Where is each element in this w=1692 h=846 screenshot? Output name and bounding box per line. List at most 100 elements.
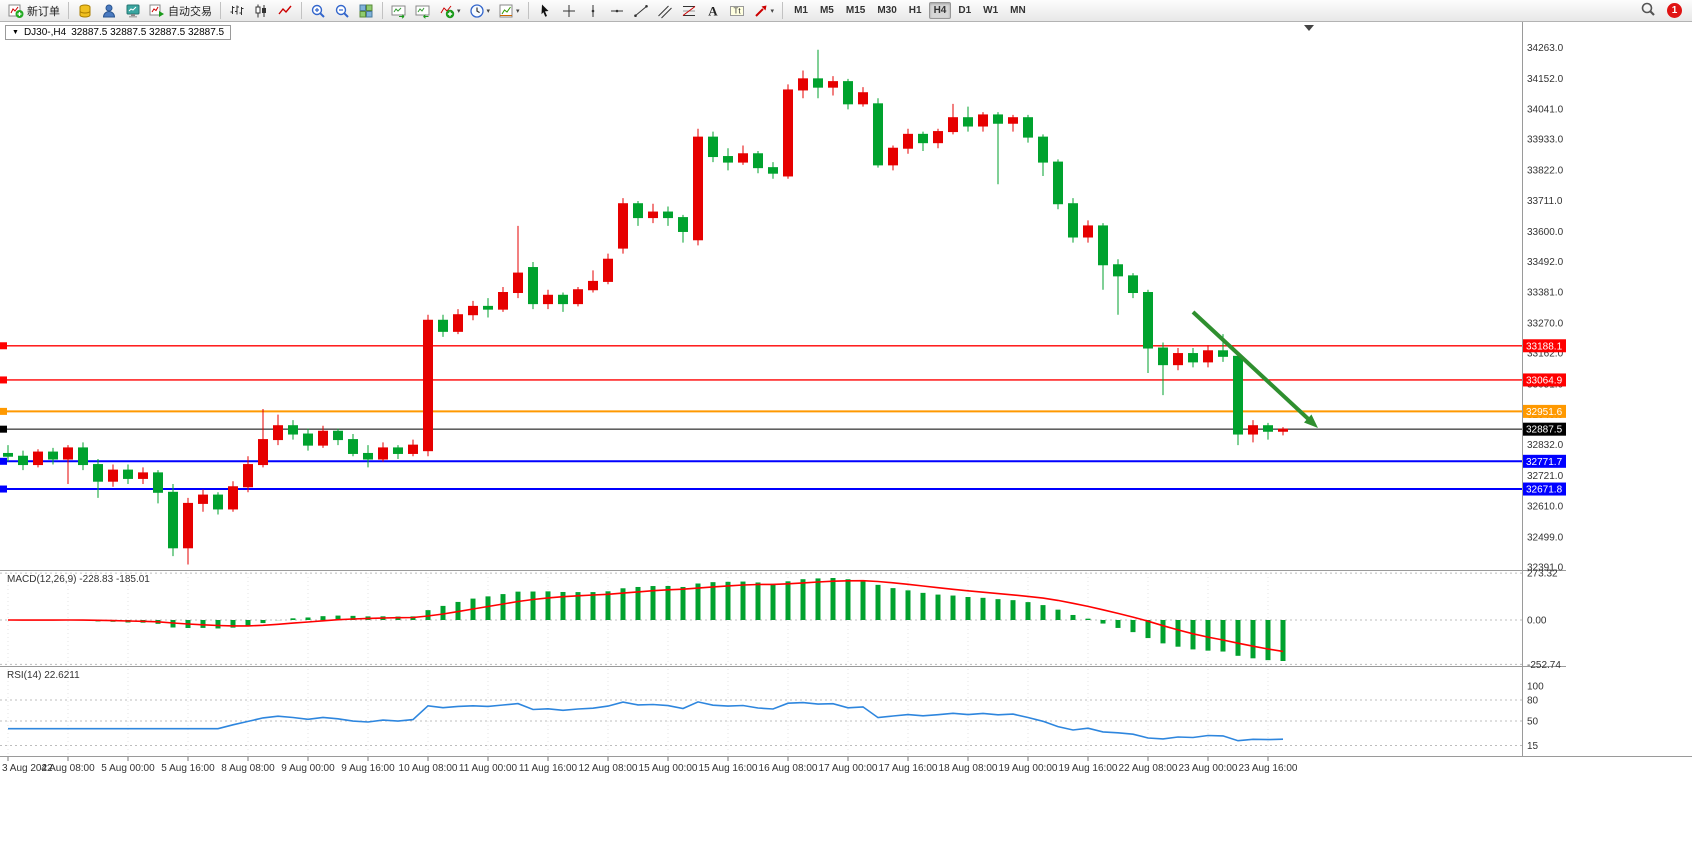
- support-line-blue-2-price-tag-text: 32671.8: [1526, 485, 1563, 496]
- label-tool-button[interactable]: Tt: [725, 1, 749, 21]
- cursor-icon: [537, 3, 553, 19]
- indicators-icon: [439, 3, 455, 19]
- time-axis-label: 11 Aug 16:00: [519, 763, 578, 774]
- dropdown-caret-icon: ▾: [516, 7, 520, 15]
- candlestick-mode-button[interactable]: [249, 1, 273, 21]
- candle-body: [333, 430, 343, 441]
- candle-body: [1203, 350, 1213, 363]
- time-axis-label: 9 Aug 00:00: [281, 763, 335, 774]
- indicators-button[interactable]: ▾: [435, 1, 465, 21]
- resistance-line-2-price-tag: [1523, 373, 1566, 387]
- timeframe-M15[interactable]: M15: [845, 5, 866, 16]
- candle-body: [1068, 203, 1078, 238]
- candle-body: [558, 294, 568, 305]
- rsi-axis-label: 80: [1527, 696, 1539, 707]
- channel-tool-button[interactable]: [653, 1, 677, 21]
- chart-shift-button[interactable]: [411, 1, 435, 21]
- time-axis-label: 9 Aug 16:00: [341, 763, 395, 774]
- time-axis-label: 22 Aug 08:00: [1119, 763, 1178, 774]
- bar-chart-mode-button[interactable]: [225, 1, 249, 21]
- rsi-label: RSI(14) 22.6211: [7, 670, 80, 681]
- candle-body: [603, 258, 613, 282]
- navigator-button[interactable]: [97, 1, 121, 21]
- timeframe-H1[interactable]: H1: [908, 5, 922, 16]
- dropdown-caret-icon: ▾: [457, 7, 461, 15]
- time-axis-label: 8 Aug 08:00: [221, 763, 275, 774]
- price-axis-label: 34263.0: [1527, 43, 1564, 54]
- trendline-tool-button[interactable]: [629, 1, 653, 21]
- notification-badge[interactable]: 1: [1667, 3, 1682, 18]
- trend-arrow-head: [1303, 414, 1318, 428]
- timeframe-MN[interactable]: MN: [1010, 5, 1026, 16]
- tile-windows-button[interactable]: [354, 1, 378, 21]
- svg-text:A: A: [708, 3, 718, 18]
- toolbar: 新订单 自动交易 ▾ ▾ ▾ A Tt ▾ M1 M5 M15 M30 H1 H4 D1 W1 MN 1: [0, 0, 1692, 22]
- time-axis-label: 4 Aug 08:00: [41, 763, 95, 774]
- time-axis-label: 23 Aug 00:00: [1179, 763, 1238, 774]
- toolbar-separator: [382, 2, 383, 19]
- candle-body: [3, 452, 13, 457]
- price-axis-label: 33822.0: [1527, 165, 1564, 176]
- candle-body: [798, 78, 808, 91]
- terminal-button[interactable]: [121, 1, 145, 21]
- price-axis-label: 33933.0: [1527, 135, 1564, 146]
- candle-body: [978, 114, 988, 127]
- chart-menu-icon[interactable]: ▼: [12, 29, 19, 36]
- candle-body: [783, 89, 793, 177]
- fibonacci-tool-button[interactable]: [677, 1, 701, 21]
- timeframe-M5[interactable]: M5: [819, 5, 834, 16]
- horizontal-line-tool-button[interactable]: [605, 1, 629, 21]
- time-axis-label: 10 Aug 08:00: [399, 763, 458, 774]
- cursor-button[interactable]: [533, 1, 557, 21]
- candle-body: [183, 502, 193, 549]
- trend-arrow[interactable]: [1191, 310, 1312, 422]
- auto-trading-icon: [149, 3, 165, 19]
- time-axis-label: 5 Aug 16:00: [161, 763, 215, 774]
- price-axis-label: 32832.0: [1527, 440, 1564, 451]
- crosshair-button[interactable]: [557, 1, 581, 21]
- candles-layer: [3, 49, 1288, 565]
- candle-body: [813, 78, 823, 88]
- new-order-button[interactable]: 新订单: [4, 1, 64, 21]
- templates-button[interactable]: ▾: [494, 1, 524, 21]
- timeframe-H4[interactable]: H4: [928, 2, 952, 19]
- line-chart-mode-button[interactable]: [273, 1, 297, 21]
- candle-body: [753, 153, 763, 169]
- crosshair-icon: [561, 3, 577, 19]
- candle-body: [1248, 425, 1258, 435]
- arrows-tool-button[interactable]: ▾: [749, 1, 779, 21]
- chart-shift-marker[interactable]: [1304, 25, 1314, 31]
- candle-body: [963, 117, 973, 127]
- macd-axis-label: 273.32: [1527, 569, 1558, 580]
- candle-body: [33, 451, 43, 466]
- text-tool-icon: A: [705, 3, 721, 19]
- candle-body: [198, 494, 208, 504]
- periods-button[interactable]: ▾: [465, 1, 495, 21]
- price-axis-label: 34041.0: [1527, 105, 1564, 116]
- price-axis-label: 32610.0: [1527, 502, 1564, 513]
- auto-trading-button[interactable]: 自动交易: [145, 1, 216, 21]
- zoom-out-button[interactable]: [330, 1, 354, 21]
- price-axis-label: 33600.0: [1527, 227, 1564, 238]
- candle-body: [348, 439, 358, 454]
- toolbar-separator: [220, 2, 221, 19]
- macd-label: MACD(12,26,9) -228.83 -185.01: [7, 574, 150, 585]
- candle-body: [243, 464, 253, 488]
- auto-scroll-button[interactable]: [387, 1, 411, 21]
- timeframe-W1[interactable]: W1: [983, 5, 999, 16]
- market-watch-button[interactable]: [73, 1, 97, 21]
- timeframe-D1[interactable]: D1: [958, 5, 972, 16]
- vertical-line-tool-button[interactable]: [581, 1, 605, 21]
- candle-body: [588, 280, 598, 291]
- rsi-axis-label: 15: [1527, 741, 1539, 752]
- candle-body: [168, 491, 178, 549]
- text-tool-button[interactable]: A: [701, 1, 725, 21]
- svg-text:Tt: Tt: [733, 6, 741, 15]
- candle-body: [678, 217, 688, 232]
- zoom-in-button[interactable]: [306, 1, 330, 21]
- time-axis-label: 15 Aug 16:00: [699, 763, 758, 774]
- timeframe-M30[interactable]: M30: [877, 5, 897, 16]
- support-line-orange-left-marker: [0, 407, 7, 415]
- search-button[interactable]: [1636, 0, 1660, 19]
- timeframe-M1[interactable]: M1: [794, 5, 808, 16]
